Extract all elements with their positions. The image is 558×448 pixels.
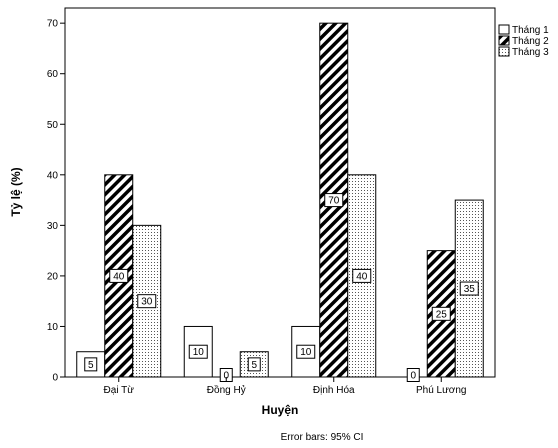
legend-label: Tháng 1 (512, 25, 549, 36)
data-label-box (324, 193, 344, 208)
data-label: 0 (410, 371, 416, 382)
data-label: 5 (88, 360, 94, 371)
data-label: 10 (193, 347, 205, 358)
data-label-box (352, 268, 372, 283)
y-tick-label: 40 (47, 170, 59, 181)
y-tick-label: 20 (47, 271, 59, 282)
legend-swatch (498, 35, 510, 46)
data-label-box (431, 306, 451, 321)
data-label-box (296, 344, 316, 359)
data-label: 10 (300, 347, 312, 358)
y-tick-label: 30 (47, 221, 59, 232)
data-label-box (84, 357, 98, 372)
legend-swatch (498, 24, 510, 35)
data-label: 25 (436, 309, 448, 320)
data-label-box (109, 268, 129, 283)
legend-label: Tháng 2 (512, 36, 549, 47)
y-axis-title: Tỷ lệ (%) (9, 167, 23, 216)
data-label: 0 (223, 371, 229, 382)
x-axis-title: Huyện (262, 403, 299, 417)
data-label: 70 (328, 196, 340, 207)
error-bars-footnote: Error bars: 95% CI (281, 432, 364, 443)
data-label: 30 (141, 297, 153, 308)
y-tick-label: 0 (52, 373, 58, 384)
data-label: 40 (356, 271, 368, 282)
y-tick-label: 50 (47, 120, 59, 131)
y-tick-label: 60 (47, 69, 59, 80)
x-tick-label: Đại Từ (104, 385, 135, 396)
data-label: 40 (113, 271, 125, 282)
data-label-box (406, 368, 420, 382)
data-label-box (137, 294, 157, 309)
y-tick-label: 70 (47, 19, 59, 30)
x-tick-label: Đồng Hỷ (207, 384, 246, 396)
x-tick-label: Phú Lương (416, 385, 467, 396)
data-label: 35 (464, 284, 476, 295)
legend-swatch (498, 46, 510, 57)
x-tick-label: Định Hóa (313, 385, 355, 396)
data-label-box (459, 281, 479, 296)
y-tick-label: 10 (47, 322, 59, 333)
data-label: 5 (251, 360, 257, 371)
data-label-box (188, 344, 208, 359)
data-label-box (247, 357, 261, 372)
legend-label: Tháng 3 (512, 47, 549, 58)
